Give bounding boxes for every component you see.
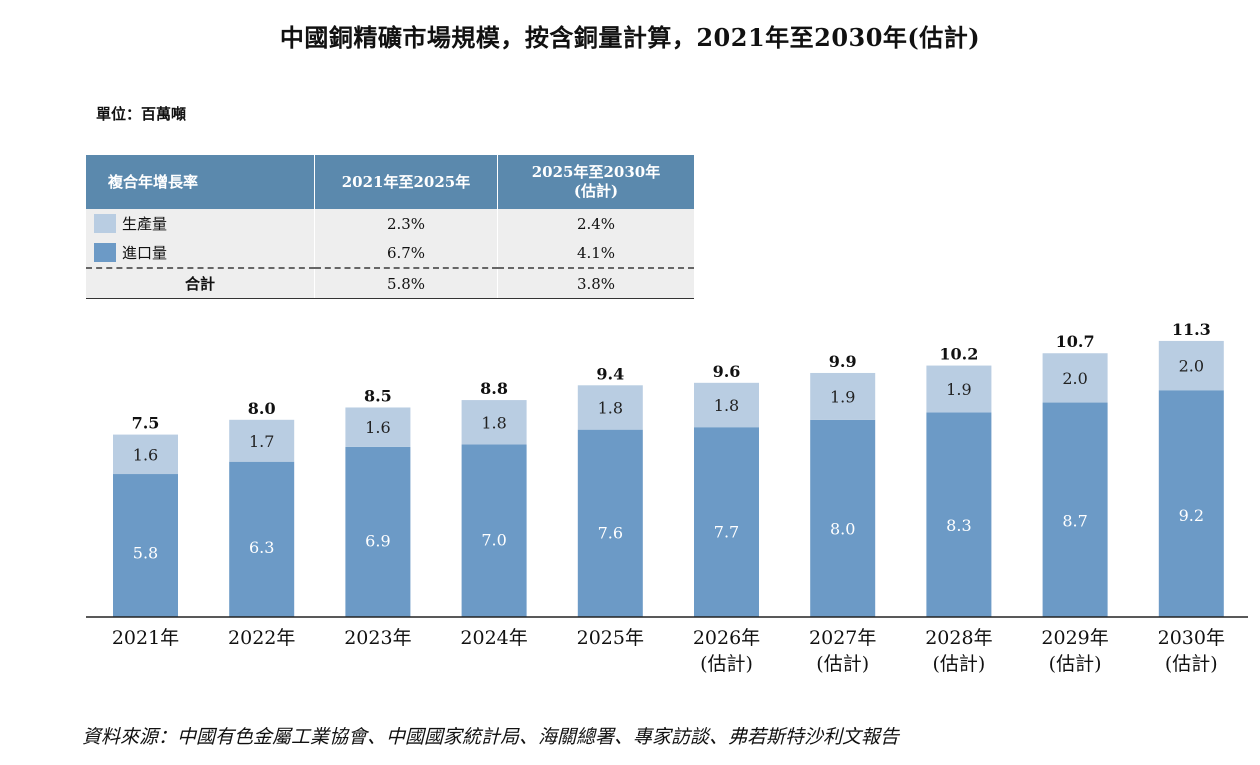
import-value-label: 5.8 xyxy=(133,544,158,563)
bar-production xyxy=(926,365,992,413)
cagr-header-period2: 2025年至2030年 (估計) xyxy=(497,155,694,209)
bar-import xyxy=(1158,390,1224,617)
cagr-production-text: 生產量 xyxy=(122,214,168,233)
cagr-header-period2-note: (估計) xyxy=(573,182,619,200)
bar-production xyxy=(345,407,411,447)
bar-production xyxy=(694,382,759,428)
total-value-label: 10.2 xyxy=(939,345,978,364)
bar-import xyxy=(926,412,992,617)
total-value-label: 8.5 xyxy=(364,386,392,405)
bar-import xyxy=(229,461,295,617)
production-value-label: 1.8 xyxy=(598,398,623,417)
x-tick-label: 2025年 xyxy=(577,627,644,649)
x-tick-label: 2028年 xyxy=(925,627,992,649)
total-value-label: 11.3 xyxy=(1172,320,1211,339)
cagr-header-period2-years: 2025年至2030年 xyxy=(531,163,661,181)
production-swatch-icon xyxy=(94,214,116,234)
cagr-row-import: 進口量 6.7% 4.1% xyxy=(86,238,694,268)
x-tick-label: 2021年 xyxy=(112,627,179,649)
total-value-label: 9.9 xyxy=(829,352,857,371)
x-tick-label: 2026年 xyxy=(693,627,760,649)
production-value-label: 2.0 xyxy=(1062,369,1087,388)
x-tick-label: 2029年 xyxy=(1041,627,1108,649)
cagr-import-v1: 6.7% xyxy=(314,238,498,268)
production-value-label: 1.9 xyxy=(946,380,971,399)
x-tick-label: 2030年 xyxy=(1158,627,1225,649)
chart-title: 中國銅精礦市場規模，按含銅量計算，2021年至2030年(估計) xyxy=(279,23,981,52)
x-tick-sublabel: (估計) xyxy=(1049,653,1102,675)
total-value-label: 9.4 xyxy=(596,364,624,383)
bar-import xyxy=(113,474,178,617)
production-value-label: 1.9 xyxy=(830,387,855,406)
import-value-label: 8.0 xyxy=(830,519,855,538)
source-note: 資料來源：中國有色金屬工業協會、中國國家統計局、海關總署、專家訪談、弗若斯特沙利… xyxy=(82,726,900,748)
cagr-production-label: 生產量 xyxy=(86,209,315,238)
production-value-label: 1.8 xyxy=(714,396,739,415)
cagr-header-period1: 2021年至2025年 xyxy=(314,155,498,209)
cagr-header-row: 複合年增長率 2021年至2025年 2025年至2030年 (估計) xyxy=(86,155,694,209)
production-value-label: 2.0 xyxy=(1179,357,1204,376)
import-value-label: 8.3 xyxy=(946,516,971,535)
bar-production xyxy=(461,400,527,445)
cagr-import-label: 進口量 xyxy=(86,238,315,268)
import-value-label: 9.2 xyxy=(1179,506,1204,525)
total-value-label: 7.5 xyxy=(132,414,160,433)
total-value-label: 10.7 xyxy=(1056,332,1095,351)
cagr-import-text: 進口量 xyxy=(122,243,168,262)
bar-production xyxy=(577,385,643,430)
production-value-label: 1.6 xyxy=(133,445,158,464)
bar-import xyxy=(577,429,643,617)
import-value-label: 6.3 xyxy=(249,538,274,557)
x-tick-label: 2024年 xyxy=(460,627,527,649)
bar-production xyxy=(113,434,178,475)
import-value-label: 8.7 xyxy=(1062,511,1087,530)
cagr-import-v2: 4.1% xyxy=(497,238,694,268)
cagr-row-production: 生產量 2.3% 2.4% xyxy=(86,209,694,238)
x-tick-label: 2022年 xyxy=(228,627,295,649)
cagr-total-label: 合計 xyxy=(86,267,315,299)
total-value-label: 9.6 xyxy=(713,362,741,381)
bar-import xyxy=(810,419,876,617)
bar-production xyxy=(810,372,876,420)
import-value-label: 7.7 xyxy=(714,523,739,542)
bar-import xyxy=(345,446,411,617)
cagr-total-v1: 5.8% xyxy=(314,267,498,299)
import-swatch-icon xyxy=(94,243,116,263)
bar-production xyxy=(1158,340,1224,391)
production-value-label: 1.6 xyxy=(365,418,390,437)
bar-production xyxy=(1042,353,1108,403)
cagr-header-label: 複合年增長率 xyxy=(86,155,315,209)
production-value-label: 1.7 xyxy=(249,432,274,451)
x-tick-sublabel: (估計) xyxy=(816,653,869,675)
bar-import xyxy=(461,444,527,617)
x-tick-sublabel: (估計) xyxy=(1165,653,1218,675)
x-tick-sublabel: (估計) xyxy=(700,653,753,675)
total-value-label: 8.8 xyxy=(480,379,508,398)
x-tick-label: 2023年 xyxy=(344,627,411,649)
bar-production xyxy=(229,419,295,462)
import-value-label: 7.0 xyxy=(481,530,506,549)
import-value-label: 7.6 xyxy=(598,524,623,543)
cagr-row-total: 合計 5.8% 3.8% xyxy=(86,267,694,299)
x-tick-label: 2027年 xyxy=(809,627,876,649)
import-value-label: 6.9 xyxy=(365,531,390,550)
x-tick-sublabel: (估計) xyxy=(932,653,985,675)
cagr-total-v2: 3.8% xyxy=(497,267,694,299)
total-value-label: 8.0 xyxy=(248,399,276,418)
unit-label: 單位：百萬噸 xyxy=(96,105,187,123)
cagr-production-v2: 2.4% xyxy=(497,209,694,238)
cagr-production-v1: 2.3% xyxy=(314,209,498,238)
bar-import xyxy=(1042,402,1108,617)
cagr-table: 複合年增長率 2021年至2025年 2025年至2030年 (估計) 生產量 2… xyxy=(86,155,694,299)
production-value-label: 1.8 xyxy=(481,413,506,432)
bar-import xyxy=(694,427,759,617)
